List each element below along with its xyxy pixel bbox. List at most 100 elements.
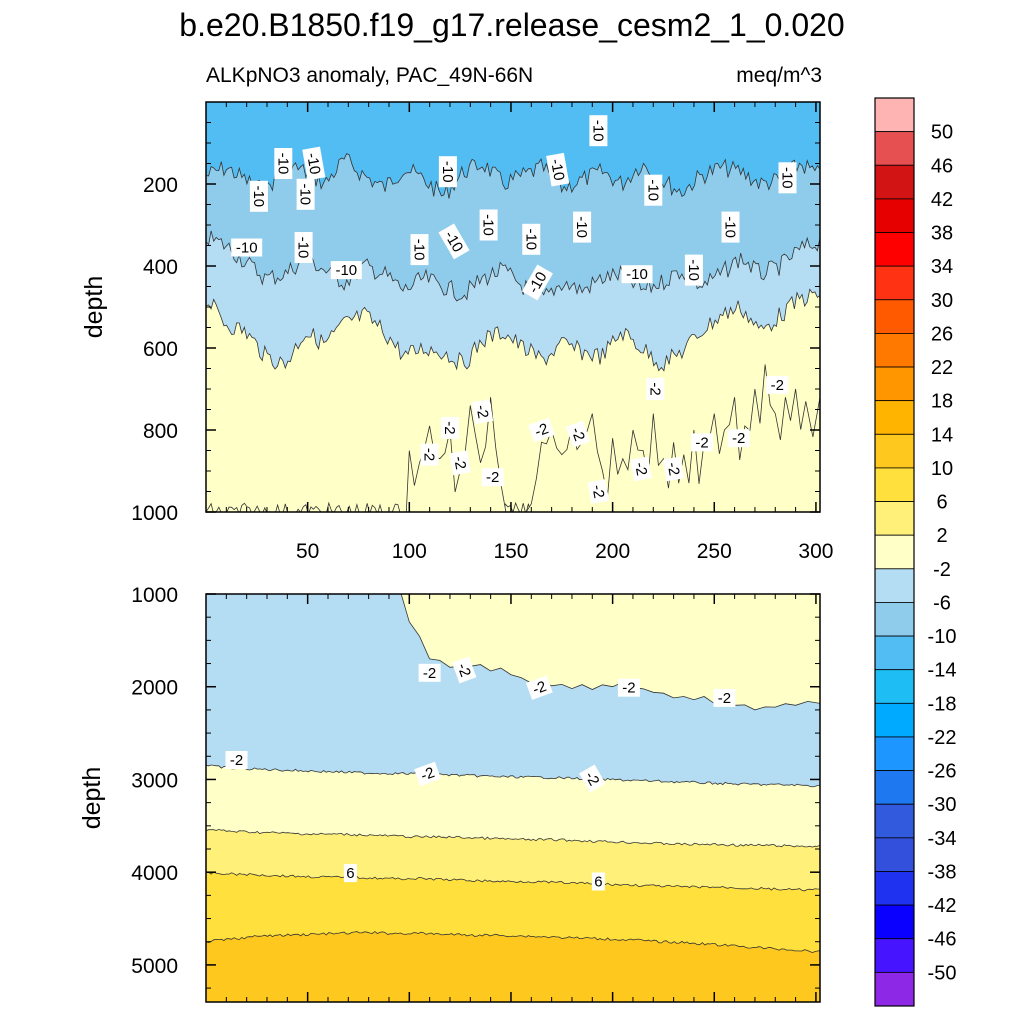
- svg-text:-10: -10: [411, 239, 428, 261]
- colorbar-label: -38: [928, 861, 957, 883]
- y-tick-label: 400: [143, 256, 178, 279]
- colorbar-swatch: [874, 400, 915, 435]
- contour-label: -10: [231, 238, 263, 257]
- contour-label: -2: [528, 417, 555, 443]
- colorbar-label: 46: [931, 155, 953, 177]
- svg-text:-2: -2: [622, 680, 635, 697]
- svg-text:-2: -2: [486, 469, 499, 486]
- x-tick-label: 300: [798, 540, 833, 563]
- svg-text:-10: -10: [303, 151, 324, 175]
- colorbar-swatch: [874, 299, 915, 334]
- svg-text:-10: -10: [779, 167, 796, 189]
- contour-label: -2: [225, 751, 248, 769]
- svg-text:-2: -2: [732, 430, 745, 447]
- contour-line: [206, 931, 820, 954]
- contour-label: -2: [451, 656, 477, 684]
- colorbar-label: -34: [928, 828, 957, 850]
- colorbar-swatch: [874, 501, 915, 536]
- colorbar-swatch: [874, 164, 915, 200]
- contour-label: -2: [691, 433, 714, 452]
- svg-text:-2: -2: [450, 455, 469, 471]
- contour-label: -2: [713, 688, 736, 707]
- svg-text:-10: -10: [522, 228, 539, 250]
- svg-text:-2: -2: [441, 421, 458, 434]
- colorbar-label: -30: [928, 794, 957, 816]
- svg-text:-10: -10: [274, 153, 291, 175]
- colorbar-swatch: [874, 871, 915, 906]
- colorbar-label: 18: [931, 391, 953, 413]
- near-zero-region: [401, 594, 820, 710]
- contour-label: -2: [727, 429, 750, 448]
- colorbar-swatch: [874, 602, 915, 637]
- contour-label: -10: [410, 234, 429, 266]
- contour-label: -2: [525, 675, 553, 700]
- y-tick-label: 2000: [131, 677, 178, 700]
- band-4-region: [206, 502, 820, 512]
- colorbar-label: 42: [931, 189, 953, 211]
- contour-label: -2: [565, 420, 591, 448]
- y-tick-label: 600: [143, 338, 178, 361]
- contour-label: -10: [274, 148, 293, 179]
- y-tick-label: 800: [143, 420, 178, 443]
- contour-line: [206, 764, 820, 788]
- y-tick-label: 5000: [131, 955, 178, 978]
- colorbar-label: -42: [928, 895, 957, 917]
- x-tick-label: 250: [697, 540, 732, 563]
- colorbar-swatch: [874, 568, 915, 603]
- colorbar-label: 10: [931, 458, 953, 480]
- colorbar-label: 30: [931, 290, 953, 312]
- contour-label: -10: [589, 115, 608, 147]
- contour-label: -2: [449, 450, 471, 476]
- svg-text:-10: -10: [250, 185, 267, 207]
- colorbar-swatch: [874, 433, 915, 469]
- contour-label: -10: [546, 152, 570, 187]
- contour-label: -10: [249, 180, 268, 212]
- svg-text:-10: -10: [297, 183, 314, 205]
- colorbar-swatch: [874, 904, 915, 940]
- y-tick-label: 1000: [131, 584, 178, 607]
- contour-label: -10: [438, 156, 457, 188]
- y-tick-label: 3000: [131, 769, 178, 792]
- contour-label: -2: [662, 456, 685, 482]
- svg-text:-10: -10: [573, 216, 590, 238]
- colorbar-swatch: [874, 736, 915, 771]
- contour-label: -2: [441, 416, 459, 439]
- contour-label: -2: [471, 399, 494, 424]
- contour-label: -10: [479, 209, 498, 241]
- svg-text:-2: -2: [718, 690, 731, 707]
- contour-label: -2: [420, 443, 439, 466]
- colorbar-label: 22: [931, 357, 953, 379]
- colorbar-swatch: [874, 366, 915, 402]
- colorbar-swatch: [874, 770, 915, 805]
- contour-label: -10: [778, 162, 797, 194]
- colorbar-swatch: [874, 803, 915, 839]
- svg-text:6: 6: [594, 874, 602, 891]
- svg-text:-10: -10: [644, 179, 661, 201]
- contour-label: -2: [414, 761, 442, 787]
- colorbar-swatch: [874, 198, 915, 233]
- y-tick-label: 4000: [131, 862, 178, 885]
- contour-label: -10: [684, 254, 703, 286]
- colorbar-swatch: [874, 702, 915, 738]
- contour-label: -2: [579, 764, 606, 793]
- contour-label: -10: [522, 223, 541, 255]
- colorbar-label: -50: [928, 962, 957, 984]
- svg-text:-10: -10: [439, 161, 456, 183]
- colorbar-label: 14: [931, 424, 953, 446]
- chart-title: b.e20.B1850.f19_g17.release_cesm2_1_0.02…: [179, 7, 844, 43]
- svg-text:-2: -2: [230, 752, 243, 769]
- svg-text:-2: -2: [423, 665, 436, 682]
- colorbar-label: -14: [928, 660, 957, 682]
- x-tick-label: 100: [392, 540, 427, 563]
- contour-label: -10: [294, 232, 313, 263]
- near-zero-region: [206, 364, 820, 512]
- contour-label: 6: [591, 872, 605, 891]
- chart-subtitle-left: ALKpNO3 anomaly, PAC_49N-66N: [206, 64, 533, 87]
- colorbar-swatch: [874, 131, 915, 166]
- y-axis-label: depth: [80, 276, 108, 339]
- colorbar-label: -18: [928, 693, 957, 715]
- svg-text:-2: -2: [472, 404, 491, 420]
- svg-text:-2: -2: [421, 448, 438, 461]
- colorbar-label: -22: [928, 727, 957, 749]
